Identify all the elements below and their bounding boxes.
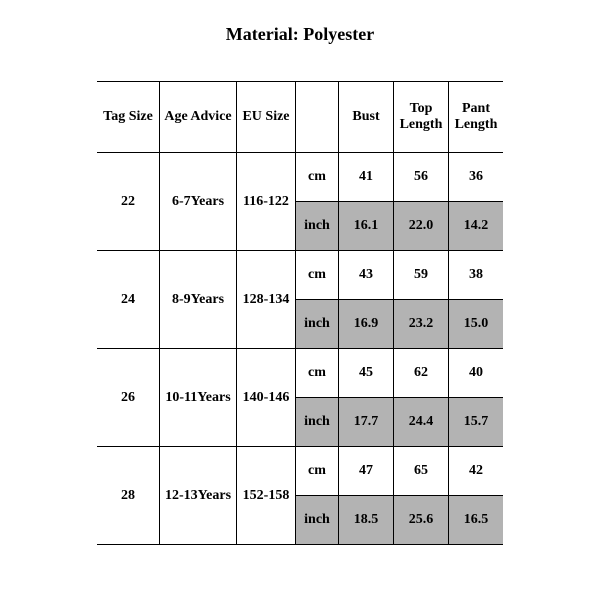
size-table: Tag Size Age Advice EU Size Bust Top Len…: [97, 81, 503, 545]
cell-top-inch: 23.2: [394, 300, 449, 349]
cell-age: 6-7Years: [160, 153, 237, 251]
table-row: 22 6-7Years 116-122 cm 41 56 36: [97, 153, 503, 202]
cell-age: 12-13Years: [160, 447, 237, 545]
cell-pant-inch: 16.5: [449, 496, 504, 545]
cell-top-inch: 25.6: [394, 496, 449, 545]
cell-bust-cm: 47: [339, 447, 394, 496]
table-header-row: Tag Size Age Advice EU Size Bust Top Len…: [97, 82, 503, 153]
cell-top-cm: 56: [394, 153, 449, 202]
cell-tag: 28: [97, 447, 160, 545]
cell-pant-inch: 15.7: [449, 398, 504, 447]
table-row: 24 8-9Years 128-134 cm 43 59 38: [97, 251, 503, 300]
cell-unit-cm: cm: [296, 153, 339, 202]
cell-top-cm: 65: [394, 447, 449, 496]
cell-bust-cm: 41: [339, 153, 394, 202]
cell-pant-cm: 38: [449, 251, 504, 300]
cell-eu: 128-134: [237, 251, 296, 349]
cell-tag: 26: [97, 349, 160, 447]
cell-pant-inch: 15.0: [449, 300, 504, 349]
cell-bust-inch: 16.9: [339, 300, 394, 349]
table-row: 28 12-13Years 152-158 cm 47 65 42: [97, 447, 503, 496]
col-tag-size: Tag Size: [97, 82, 160, 153]
col-top-length: Top Length: [394, 82, 449, 153]
cell-age: 8-9Years: [160, 251, 237, 349]
cell-unit-inch: inch: [296, 202, 339, 251]
cell-bust-inch: 18.5: [339, 496, 394, 545]
cell-top-cm: 62: [394, 349, 449, 398]
cell-tag: 22: [97, 153, 160, 251]
cell-pant-cm: 36: [449, 153, 504, 202]
table-row: 26 10-11Years 140-146 cm 45 62 40: [97, 349, 503, 398]
cell-eu: 152-158: [237, 447, 296, 545]
page-title: Material: Polyester: [0, 24, 600, 45]
page: Material: Polyester Tag Size Age Advice …: [0, 0, 600, 600]
cell-bust-inch: 17.7: [339, 398, 394, 447]
cell-pant-cm: 40: [449, 349, 504, 398]
cell-tag: 24: [97, 251, 160, 349]
cell-age: 10-11Years: [160, 349, 237, 447]
cell-bust-cm: 45: [339, 349, 394, 398]
col-age-advice: Age Advice: [160, 82, 237, 153]
cell-unit-cm: cm: [296, 251, 339, 300]
cell-top-cm: 59: [394, 251, 449, 300]
col-unit: [296, 82, 339, 153]
col-eu-size: EU Size: [237, 82, 296, 153]
cell-top-inch: 22.0: [394, 202, 449, 251]
cell-bust-inch: 16.1: [339, 202, 394, 251]
cell-eu: 116-122: [237, 153, 296, 251]
cell-unit-cm: cm: [296, 447, 339, 496]
cell-eu: 140-146: [237, 349, 296, 447]
cell-pant-inch: 14.2: [449, 202, 504, 251]
cell-unit-inch: inch: [296, 300, 339, 349]
col-bust: Bust: [339, 82, 394, 153]
cell-pant-cm: 42: [449, 447, 504, 496]
cell-unit-cm: cm: [296, 349, 339, 398]
col-pant-length: Pant Length: [449, 82, 504, 153]
cell-unit-inch: inch: [296, 398, 339, 447]
cell-top-inch: 24.4: [394, 398, 449, 447]
cell-unit-inch: inch: [296, 496, 339, 545]
cell-bust-cm: 43: [339, 251, 394, 300]
